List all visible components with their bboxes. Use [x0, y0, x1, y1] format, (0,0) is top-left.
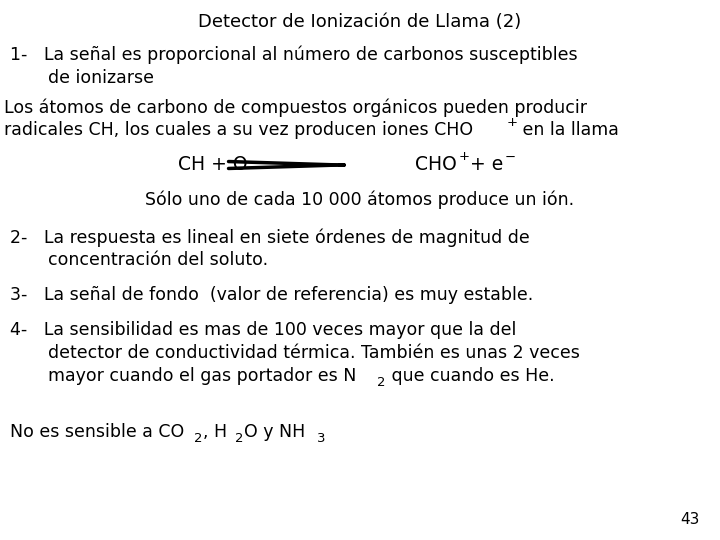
Text: 43: 43: [680, 512, 700, 528]
Text: 4-   La sensibilidad es mas de 100 veces mayor que la del: 4- La sensibilidad es mas de 100 veces m…: [10, 321, 516, 339]
Text: 1-   La señal es proporcional al número de carbonos susceptibles: 1- La señal es proporcional al número de…: [10, 46, 577, 64]
Text: Sólo uno de cada 10 000 átomos produce un ión.: Sólo uno de cada 10 000 átomos produce u…: [145, 191, 575, 209]
Text: 2: 2: [235, 431, 243, 444]
Text: Los átomos de carbono de compuestos orgánicos pueden producir: Los átomos de carbono de compuestos orgá…: [4, 99, 587, 117]
Text: mayor cuando el gas portador es N: mayor cuando el gas portador es N: [48, 367, 356, 385]
Text: detector de conductividad térmica. También es unas 2 veces: detector de conductividad térmica. Tambi…: [48, 344, 580, 362]
Text: 2: 2: [194, 431, 202, 444]
Text: concentración del soluto.: concentración del soluto.: [48, 251, 268, 269]
Text: 3-   La señal de fondo  (valor de referencia) es muy estable.: 3- La señal de fondo (valor de referenci…: [10, 286, 534, 304]
Text: O y NH: O y NH: [244, 423, 305, 441]
Text: Detector de Ionización de Llama (2): Detector de Ionización de Llama (2): [199, 13, 521, 31]
Text: radicales CH, los cuales a su vez producen iones CHO: radicales CH, los cuales a su vez produc…: [4, 121, 473, 139]
Text: que cuando es He.: que cuando es He.: [386, 367, 554, 385]
Text: −: −: [505, 151, 516, 164]
Text: No es sensible a CO: No es sensible a CO: [10, 423, 184, 441]
Text: , H: , H: [203, 423, 227, 441]
Text: +: +: [507, 116, 518, 129]
Text: 2-   La respuesta es lineal en siete órdenes de magnitud de: 2- La respuesta es lineal en siete órden…: [10, 229, 530, 247]
Text: de ionizarse: de ionizarse: [48, 69, 154, 87]
Text: CHO: CHO: [415, 156, 456, 174]
Text: 2: 2: [377, 375, 385, 388]
Text: +: +: [459, 151, 470, 164]
Text: 3: 3: [317, 431, 325, 444]
Text: en la llama: en la llama: [517, 121, 619, 139]
Text: + e: + e: [470, 156, 503, 174]
Text: CH + O: CH + O: [178, 156, 248, 174]
